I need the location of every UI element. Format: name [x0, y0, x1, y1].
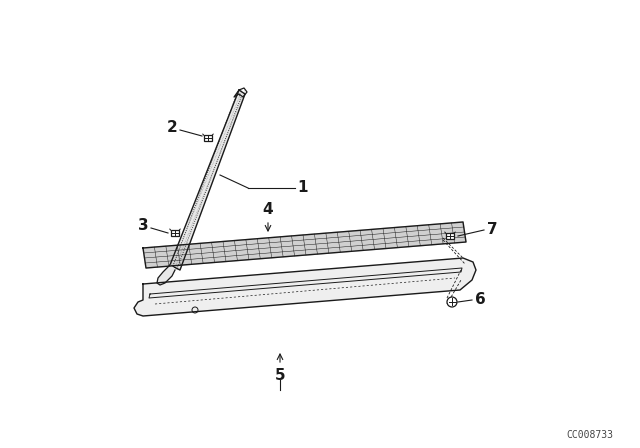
- Text: 7: 7: [486, 223, 497, 237]
- Polygon shape: [143, 222, 466, 268]
- Circle shape: [447, 297, 457, 307]
- Text: CC008733: CC008733: [566, 430, 614, 440]
- Text: 3: 3: [138, 219, 148, 233]
- Bar: [446, 233, 454, 239]
- Text: 5: 5: [275, 367, 285, 383]
- Text: 2: 2: [166, 121, 177, 135]
- Polygon shape: [134, 258, 476, 316]
- Text: 6: 6: [475, 293, 485, 307]
- Bar: [171, 230, 179, 236]
- Polygon shape: [157, 265, 175, 285]
- Polygon shape: [170, 90, 245, 270]
- Text: 4: 4: [262, 202, 273, 217]
- Text: 1: 1: [298, 181, 308, 195]
- Bar: [204, 135, 212, 141]
